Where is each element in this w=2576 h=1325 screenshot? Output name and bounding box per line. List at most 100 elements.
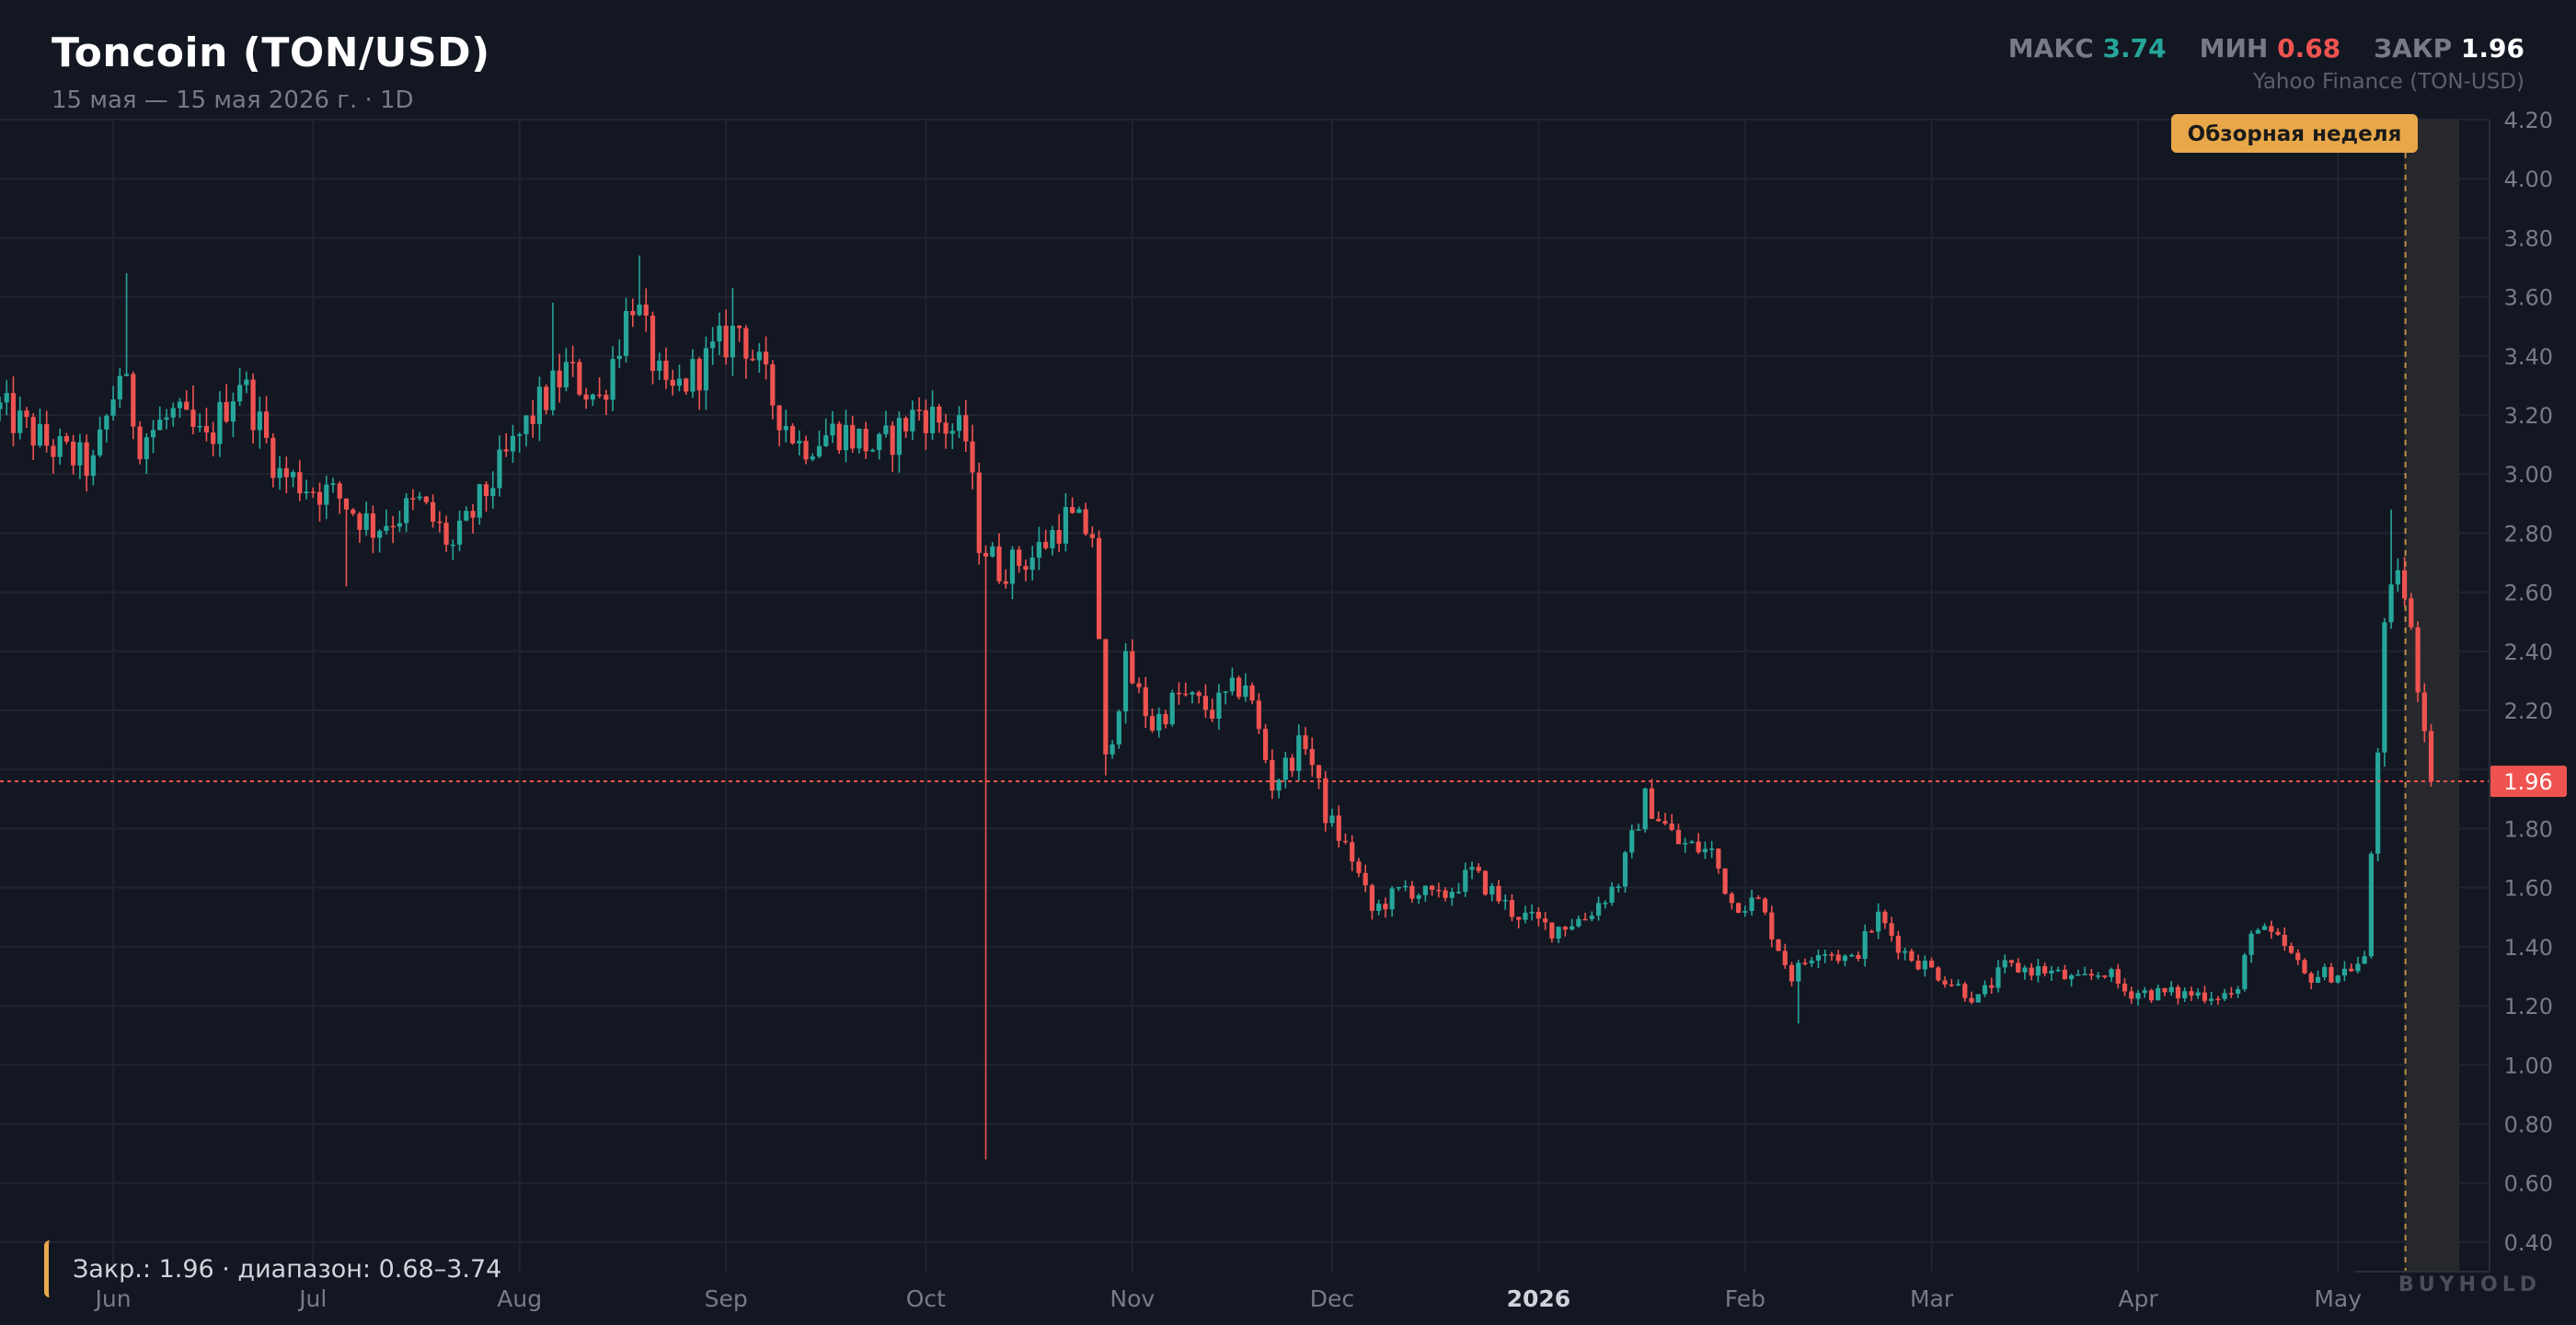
y-tick-label: 1.60 (2504, 876, 2553, 902)
candle-body (1342, 840, 1349, 843)
candle-body (983, 552, 989, 557)
highlight-week-band (2404, 120, 2460, 1272)
candle-body (1629, 830, 1635, 853)
candle-body (211, 432, 216, 444)
candle-body (937, 406, 942, 423)
candle-body (477, 484, 482, 518)
candle-body (2076, 974, 2081, 976)
candle-body (1788, 964, 1795, 982)
y-tick-label: 1.20 (2504, 994, 2553, 1020)
candle-body (1769, 912, 1775, 939)
candle-body (1736, 903, 1742, 913)
candle-body (377, 530, 383, 538)
candle-body (190, 409, 196, 427)
candle-body (557, 370, 562, 387)
candle-body (270, 437, 276, 478)
candle-body (1523, 913, 1528, 920)
candle-body (883, 425, 889, 434)
candle-body (1675, 829, 1682, 845)
candle-body (224, 401, 229, 422)
candle-body (137, 426, 143, 459)
candle-body (1622, 852, 1628, 887)
candle-body (1023, 565, 1029, 570)
close-label: ЗАКР (2374, 33, 2453, 63)
y-tick-label: 1.80 (2504, 816, 2553, 842)
candle-body (1582, 918, 1588, 921)
candle-body (277, 467, 282, 478)
candle-body (1469, 867, 1475, 870)
candle-body (1130, 651, 1135, 684)
y-tick-label: 2.60 (2504, 581, 2553, 606)
y-tick-label: 0.40 (2504, 1230, 2553, 1256)
candle-body (470, 511, 476, 518)
candle-body (1296, 735, 1302, 771)
candle-body (823, 435, 829, 446)
close-stat: ЗАКР 1.96 (2374, 33, 2524, 63)
candle-body (1083, 509, 1088, 535)
x-tick-label: Aug (497, 1285, 542, 1312)
candle-body (1409, 885, 1415, 899)
candle-body (2295, 952, 2301, 961)
candle-body (2062, 969, 2067, 980)
candle-body (637, 305, 642, 316)
candle-body (1616, 886, 1621, 889)
candle-body (390, 525, 396, 528)
candle-body (1143, 686, 1148, 717)
candle-body (164, 417, 169, 421)
candle-body (750, 358, 755, 361)
candle-body (2288, 945, 2294, 953)
candle-body (1543, 918, 1548, 923)
candle-body (723, 325, 729, 358)
candle-body (929, 406, 936, 433)
candle-body (2395, 570, 2400, 585)
candle-body (443, 523, 449, 546)
candle-body (1389, 888, 1395, 910)
candle-body (257, 411, 262, 431)
candle-body (1202, 696, 1209, 710)
candle-body (2209, 998, 2214, 1001)
candle-body (1236, 677, 1242, 697)
candle-body (1476, 867, 1481, 871)
candle-body (2095, 975, 2101, 977)
candle-body (2202, 992, 2208, 1001)
candle-body (650, 316, 656, 372)
candle-body (1096, 537, 1102, 639)
candle-body (544, 386, 549, 410)
candle-body (1169, 692, 1175, 725)
candle-body (2069, 974, 2075, 980)
candle-body (2382, 622, 2387, 753)
candle-body (1942, 980, 1948, 985)
candle-body (536, 386, 543, 424)
candle-body (310, 491, 316, 493)
candle-body (670, 379, 675, 386)
candle-body (1535, 912, 1542, 919)
candle-body (1183, 693, 1189, 696)
candle-body (4, 393, 9, 403)
candle-body (1762, 898, 1768, 913)
candle-body (1463, 870, 1468, 893)
candle-body (263, 411, 270, 438)
candle-body (1396, 887, 1401, 889)
candle-body (450, 544, 455, 547)
chart-subtitle: 15 мая — 15 мая 2026 г. · 1D (52, 86, 414, 114)
candle-body (157, 420, 163, 431)
candle-body (423, 496, 429, 502)
candle-body (170, 408, 176, 418)
x-tick-label: Oct (906, 1285, 946, 1312)
candle-body (943, 422, 949, 434)
candle-body (1363, 872, 1368, 886)
candle-body (497, 449, 502, 489)
candle-body (197, 425, 202, 428)
candle-body (2016, 962, 2021, 973)
y-tick-label: 3.60 (2504, 285, 2553, 311)
summary-note: Закр.: 1.96 · диапазон: 0.68–3.74 (44, 1240, 501, 1297)
candle-body (2148, 990, 2155, 1001)
candle-body (1249, 685, 1255, 701)
candle-body (456, 520, 463, 545)
candle-body (1163, 713, 1168, 725)
candle-body (1122, 651, 1129, 712)
candle-body (1210, 709, 1215, 720)
candle-body (630, 310, 636, 316)
candle-body (530, 415, 535, 424)
candle-body (1849, 954, 1855, 957)
